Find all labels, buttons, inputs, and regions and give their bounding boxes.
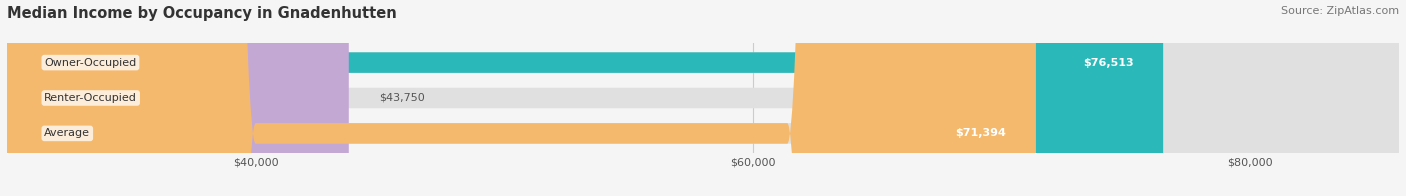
- Text: Renter-Occupied: Renter-Occupied: [45, 93, 138, 103]
- Text: $76,513: $76,513: [1083, 58, 1133, 68]
- Text: Source: ZipAtlas.com: Source: ZipAtlas.com: [1281, 6, 1399, 16]
- Text: $71,394: $71,394: [955, 128, 1007, 138]
- Text: $43,750: $43,750: [378, 93, 425, 103]
- Text: Median Income by Occupancy in Gnadenhutten: Median Income by Occupancy in Gnadenhutt…: [7, 6, 396, 21]
- FancyBboxPatch shape: [7, 0, 1399, 196]
- FancyBboxPatch shape: [7, 0, 1036, 196]
- FancyBboxPatch shape: [7, 0, 1399, 196]
- FancyBboxPatch shape: [7, 0, 349, 196]
- Text: Owner-Occupied: Owner-Occupied: [45, 58, 136, 68]
- FancyBboxPatch shape: [7, 0, 1399, 196]
- FancyBboxPatch shape: [7, 0, 1163, 196]
- Text: Average: Average: [45, 128, 90, 138]
